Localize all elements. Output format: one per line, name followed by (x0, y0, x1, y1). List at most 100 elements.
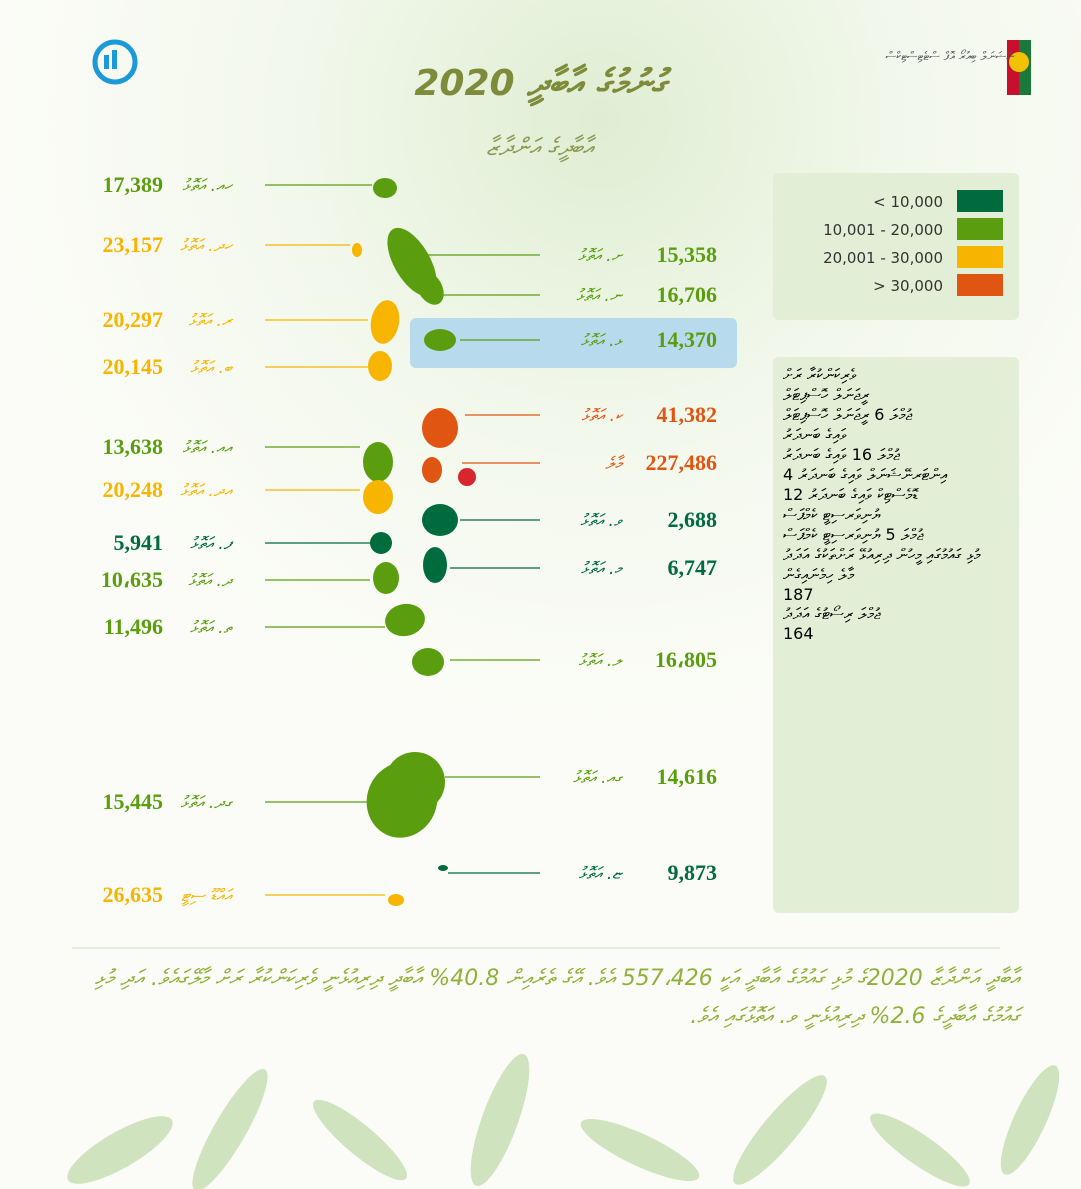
legend-swatch (957, 190, 1003, 212)
legend-item: 10,001 - 20,000 (773, 218, 1003, 242)
logo-left (92, 39, 138, 85)
org-name: ނެޝަނަލް ބިއުރޯ އޮފް ސްޓެޓިސްޓިކްސް (886, 49, 1016, 63)
highlight (410, 318, 737, 368)
legend-item: 20,001 - 30,000 (773, 246, 1003, 270)
key-title: ވައިގެ ބަނދަރު (783, 425, 847, 444)
population: 6,747 (668, 555, 718, 580)
subtitle: އާބާދީގެ އަންދާޒާ (486, 133, 597, 163)
atoll-shape (363, 442, 393, 482)
atoll-shape (368, 351, 392, 381)
atoll-shape (416, 271, 444, 305)
atoll-shape (385, 752, 445, 812)
atoll-name: އައްޑޫ ސިޓީ (181, 886, 234, 907)
atoll-name: ފ. އަތޮޅު (190, 534, 234, 554)
atoll-name: ދ. އަތޮޅު (188, 571, 234, 591)
atoll-name: ލ. އަތޮޅު (579, 651, 624, 671)
atoll-name: ށ. އަތޮޅު (578, 246, 624, 266)
population: 13,638 (103, 434, 164, 459)
legend-label: < 10,000 (873, 193, 943, 211)
population: 20,297 (103, 307, 164, 332)
key-panel: ވެރިކަންކުރާ ރަށް ރީޖަނަލް ހޮސްޕިޓަލް ޖުމް… (773, 357, 1019, 913)
atoll-name: މާލެ (605, 454, 625, 474)
atoll-name: އއ. އަތޮޅު (183, 438, 233, 458)
legend-label: 10,001 - 20,000 (823, 221, 943, 239)
atoll-shape (388, 894, 404, 906)
atoll-name: ބ. އަތޮޅު (190, 358, 234, 378)
population: 26,635 (103, 882, 164, 907)
key-item: ޔުނިވަރސިޓީ ކެމްޕަސް ޖުމްލަ 5 ޔުނިވަރސިޓީ… (783, 505, 1009, 545)
key-title: މުޅި ގައުމުގައި މީހުން ދިރިއުޅޭ ރަށްތަކު… (783, 545, 981, 564)
population: 227,486 (646, 450, 718, 475)
atoll-name: ޅ. އަތޮޅު (581, 331, 624, 351)
population: 14,616 (657, 764, 718, 789)
key-line: 187 (783, 585, 814, 604)
atoll-name: ހދ. އަތޮޅު (180, 236, 234, 256)
key-line: މާލެ ހިމެނައިގެން (783, 565, 855, 584)
legend-swatch (957, 246, 1003, 268)
legend-swatch (957, 274, 1003, 296)
key-line: 164 (783, 624, 814, 643)
key-line: ޖުމްލަ 5 ޔުނިވަރސިޓީ ކެމްޕަސް (783, 525, 924, 544)
population: 16,706 (657, 282, 718, 307)
key-line: ޖުމްލަ 6 ރީޖަނަލް ހޮސްޕިޓަލް (783, 405, 913, 424)
decor-leaves (67, 1053, 1060, 1189)
legend-swatch (957, 218, 1003, 240)
atoll-name: އދ. އަތޮޅު (180, 481, 233, 501)
legend-item: > 30,000 (773, 274, 1003, 298)
atoll-shape (438, 865, 448, 871)
atoll-shape (352, 243, 362, 257)
population: 9,873 (668, 860, 718, 885)
atoll-shape (385, 603, 425, 637)
key-line: އިންޓަރނޭޝަނަލް ވައިގެ ބަނދަރު 4 (783, 465, 948, 484)
population: 16،805 (655, 647, 717, 672)
atoll-shape (363, 480, 393, 514)
population: 5,941 (114, 530, 164, 555)
legend-item: < 10,000 (773, 190, 1003, 214)
capital-marker (458, 468, 476, 486)
key-item: ރީޖަނަލް ހޮސްޕިޓަލް ޖުމްލަ 6 ރީޖަނަލް ހޮސ… (783, 385, 1009, 425)
atoll-shape (424, 329, 456, 351)
key-title: ވެރިކަންކުރާ ރަށް (783, 365, 856, 384)
logo-right (1007, 40, 1031, 95)
population: 11,496 (104, 614, 163, 639)
key-title: ޔުނިވަރސިޓީ ކެމްޕަސް (783, 505, 881, 524)
footer: އާބާދީ އަންދާޒާ 2020ގެ މުޅި ގައުމުގެ އާބ… (94, 966, 1020, 1029)
key-line: ޑޮމެސްޓިކް ވައިގެ ބަނދަރު 12 (783, 485, 918, 504)
population: 15,445 (103, 789, 164, 814)
legend-label: > 30,000 (873, 277, 943, 295)
population: 17,389 (103, 172, 164, 197)
population: 14,370 (657, 327, 718, 352)
atoll-shape (423, 547, 447, 583)
population: 2,688 (668, 507, 718, 532)
key-title: ޖުމްލަ ރިސޯޓުގެ އަދަދު (783, 604, 881, 623)
atoll-shape (422, 504, 458, 536)
population: 41,382 (657, 402, 718, 427)
atoll-shape (373, 178, 397, 198)
atoll-name: ގއ. އަތޮޅު (573, 768, 623, 788)
atoll-name: ރ. އަތޮޅު (188, 311, 234, 331)
key-title: ރީޖަނަލް ހޮސްޕިޓަލް (783, 385, 870, 404)
legend-label: 20,001 - 30,000 (823, 249, 943, 267)
population: 10،635 (101, 567, 163, 592)
atoll-name: ވ. އަތޮޅު (580, 511, 623, 531)
key-item: ވައިގެ ބަނދަރު ޖުމްލަ 16 ވައިގެ ބަނދަރު އި… (783, 425, 1009, 505)
atoll-name: ހއ. އަތޮޅު (182, 176, 233, 196)
atoll-shape (412, 648, 444, 676)
key-item: ޖުމްލަ ރިސޯޓުގެ އަދަދު 164 (783, 604, 1009, 643)
population: 15,358 (657, 242, 718, 267)
key-line: ޖުމްލަ 16 ވައިގެ ބަނދަރު (783, 445, 900, 464)
atoll-shape (373, 562, 399, 594)
atoll-name: ޏ. އަތޮޅު (579, 864, 624, 884)
key-item: ވެރިކަންކުރާ ރަށް (783, 365, 1009, 385)
atoll-shape (370, 532, 392, 554)
title: ގުނުމުގެ އާބާދީ 2020 (414, 63, 672, 107)
population: 20,145 (103, 354, 164, 379)
atoll-shape (422, 408, 458, 448)
population: 20,248 (103, 477, 164, 502)
key-item: މުޅި ގައުމުގައި މީހުން ދިރިއުޅޭ ރަށްތަކު… (783, 545, 1009, 604)
atoll-shape (422, 457, 442, 483)
atoll-name: ތ. އަތޮޅު (190, 618, 234, 638)
atoll-name: ގދ. އަތޮޅު (181, 793, 234, 813)
